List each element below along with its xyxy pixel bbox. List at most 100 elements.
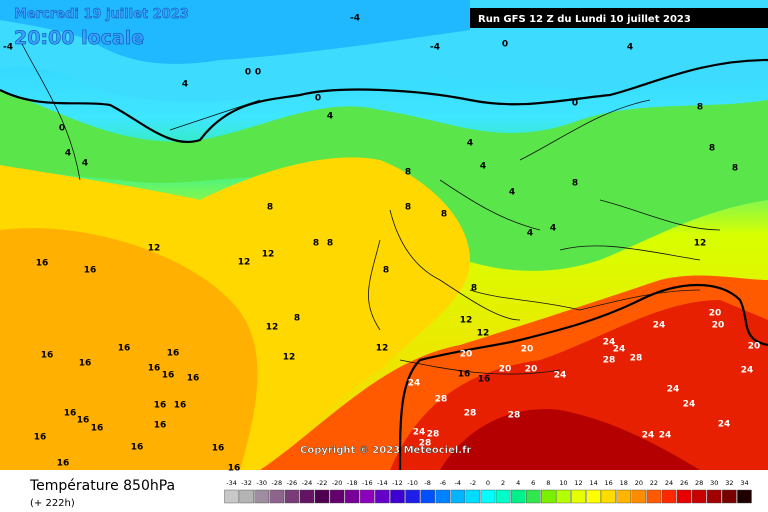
colorbar-swatch [405,489,420,504]
contour-label: 12 [477,329,490,339]
contour-label: 12 [376,344,389,354]
contour-label: 4 [65,149,71,159]
contour-label: 8 [572,179,578,189]
colorbar-swatch [224,489,239,504]
contour-label: 4 [509,188,515,198]
colorbar-tick-label: -16 [362,479,373,487]
contour-label: 8 [327,239,333,249]
contour-label: 8 [732,164,738,174]
contour-label: 28 [464,409,477,419]
contour-label: 24 [603,338,616,348]
contour-label: 28 [508,411,521,421]
colorbar-swatch [526,489,541,504]
contour-label: 12 [266,323,279,333]
colorbar-tick-label: 34 [740,479,748,487]
contour-label: 20 [525,365,538,375]
run-info: Run GFS 12 Z du Lundi 10 juillet 2023 [478,14,691,25]
contour-label: 4 [627,43,633,53]
contour-label: 20 [460,350,473,360]
contour-label: -4 [430,43,440,53]
valid-time: 20:00 locale [14,27,144,49]
colorbar-swatch [586,489,601,504]
colorbar-tick-label: -26 [287,479,298,487]
colorbar-tick-label: 26 [680,479,688,487]
contour-label: 28 [630,354,643,364]
contour-label: 28 [435,395,448,405]
colorbar-tick-label: -10 [407,479,418,487]
colorbar-tick-label: 14 [589,479,597,487]
contour-label: 16 [187,374,200,384]
contour-label: 12 [694,239,707,249]
colorbar-swatch [254,489,269,504]
contour-label: 20 [712,321,725,331]
colorbar-swatch [314,489,330,504]
contour-label: 0 [502,40,508,50]
contour-label: 0 [315,94,321,104]
contour-label: 8 [294,314,300,324]
colorbar-swatch [420,489,435,504]
contour-label: 8 [405,203,411,213]
colorbar-tick-label: 20 [635,479,643,487]
contour-label: 16 [36,259,49,269]
legend-subtitle: (+ 222h) [30,498,75,509]
contour-label: 16 [91,424,104,434]
colorbar-swatch [616,489,632,504]
colorbar-swatch [435,489,450,504]
colorbar-tick-label: -32 [241,479,252,487]
contour-label: 16 [212,444,225,454]
contour-label: 16 [174,401,187,411]
contour-label: 16 [478,375,491,385]
coastline [19,39,721,375]
contour-label: 12 [460,316,473,326]
colorbar-tick-label: 4 [516,479,520,487]
contour-label: 8 [383,266,389,276]
colorbar-swatch [495,489,511,504]
colorbar-tick-label: 16 [605,479,613,487]
colorbar-swatch [450,489,466,504]
colorbar-swatch [510,489,526,504]
contour-label: 16 [34,433,47,443]
colorbar-swatch [390,489,405,504]
contour-label: 24 [642,431,655,441]
contour-label: 12 [283,353,296,363]
colorbar-tick-label: 12 [574,479,582,487]
colorbar-swatch [601,489,616,504]
contour-label: 12 [238,258,251,268]
colorbar-tick-label: 32 [725,479,733,487]
contour-label: 12 [148,244,161,254]
colorbar-swatch [329,489,345,504]
contour-label: 16 [84,266,97,276]
colorbar-swatch [344,489,360,504]
contour-label: 4 [480,162,486,172]
contour-label: 16 [228,464,241,474]
contour-label: 16 [79,359,92,369]
colorbar-tick-label: -30 [256,479,267,487]
colorbar-tick-label: 22 [650,479,658,487]
contour-label: 4 [327,112,333,122]
colorbar-tick-label: 2 [501,479,505,487]
contour-label: 4 [550,224,556,234]
contour-label: 24 [653,321,666,331]
colorbar-swatch [360,489,375,504]
contour-label: 0 [245,68,251,78]
contour-label: -4 [3,43,13,53]
contour-label: 28 [419,439,432,449]
contour-label: 24 [667,385,680,395]
colorbar-tick-label: 8 [546,479,550,487]
contour-label: 16 [64,409,77,419]
colorbar-swatch [691,489,707,504]
hottest-zone [440,409,700,470]
colorbar-swatch [707,489,722,504]
contour-label: 4 [182,80,188,90]
contour-label: 4 [82,159,88,169]
colorbar-tick-label: 10 [559,479,567,487]
contour-label: 24 [718,420,731,430]
colorbar-swatch [239,489,254,504]
contour-label: 4 [467,139,473,149]
colorbar: -34 -32 -30 -28 -26 -24 -22 -20 -18 -16 -14 -12 -10-… [224,479,752,504]
contour-label: 0 [59,124,65,134]
contour-label: 16 [131,443,144,453]
contour-label: 8 [709,144,715,154]
contour-label: 4 [527,229,533,239]
